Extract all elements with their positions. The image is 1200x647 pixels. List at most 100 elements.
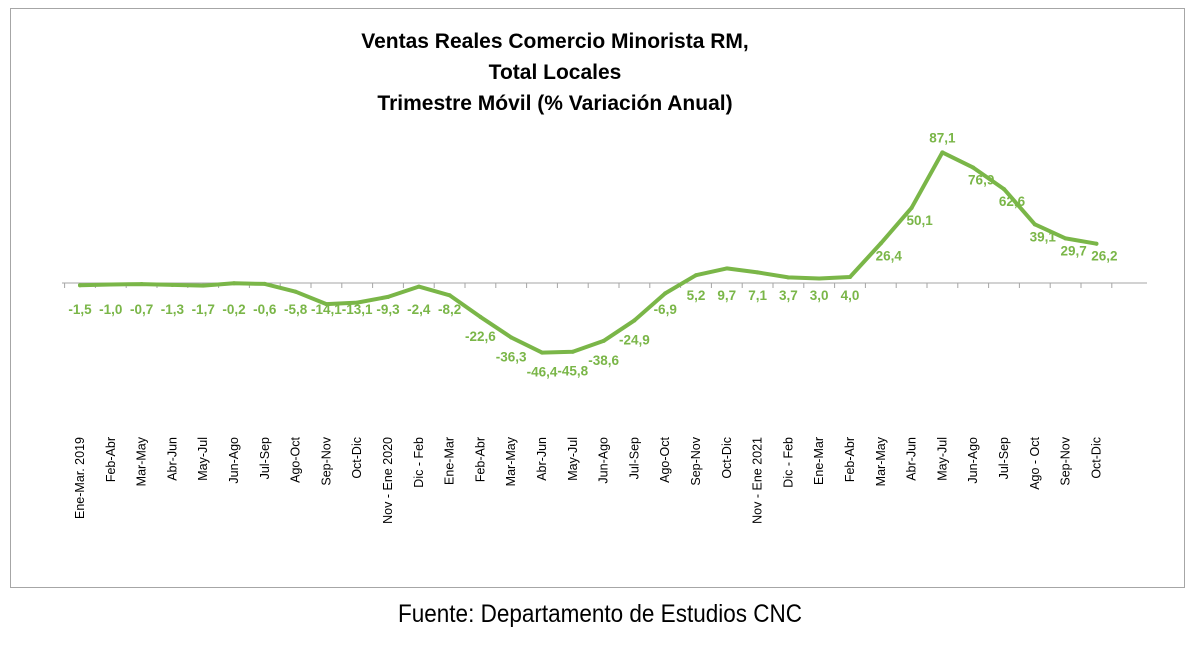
x-tick-label: Mar-May bbox=[504, 436, 518, 486]
data-point bbox=[601, 338, 606, 343]
data-point bbox=[355, 300, 360, 305]
data-point bbox=[386, 294, 390, 299]
data-label: 7,1 bbox=[748, 288, 767, 303]
data-point bbox=[909, 205, 914, 210]
data-label: -1,0 bbox=[99, 302, 122, 317]
data-point bbox=[663, 291, 668, 296]
data-point bbox=[570, 349, 575, 354]
series-polyline bbox=[78, 150, 1099, 355]
data-label: -2,4 bbox=[407, 302, 431, 317]
x-tick-labels: Ene-Mar. 2019 Feb-Abr Mar-May Abr-Jun May-Ju… bbox=[73, 436, 1103, 524]
x-tick-label: Jul-Sep bbox=[997, 437, 1011, 479]
x-tick-label: Oct-Dic bbox=[1089, 437, 1103, 479]
data-point bbox=[108, 282, 113, 287]
data-point bbox=[540, 350, 544, 355]
data-label: -36,3 bbox=[496, 349, 527, 364]
x-tick-label: Abr-Jun bbox=[165, 437, 179, 481]
data-label: 62,6 bbox=[999, 194, 1026, 209]
data-label: 5,2 bbox=[687, 288, 706, 303]
data-point bbox=[786, 275, 791, 280]
data-point bbox=[509, 335, 514, 340]
data-label: -9,3 bbox=[376, 302, 400, 317]
x-tick-label: Dic - Feb bbox=[781, 437, 795, 488]
data-point bbox=[755, 270, 760, 275]
chart-title-line-2: Total Locales bbox=[489, 61, 622, 84]
data-point bbox=[878, 241, 883, 246]
data-label: -22,6 bbox=[465, 329, 496, 344]
data-label: -0,6 bbox=[253, 302, 277, 317]
data-point bbox=[78, 283, 82, 288]
data-point bbox=[447, 293, 452, 298]
data-label: 87,1 bbox=[929, 130, 956, 145]
data-label: -14,1 bbox=[311, 302, 342, 317]
x-tick-label: May-Jul bbox=[935, 437, 949, 481]
data-label: -6,9 bbox=[654, 302, 677, 317]
data-label: -5,8 bbox=[284, 302, 308, 317]
x-tick-label: Feb-Abr bbox=[843, 437, 857, 482]
data-point bbox=[170, 282, 175, 287]
data-label: 39,1 bbox=[1030, 229, 1057, 244]
source-note: Fuente: Departamento de Estudios CNC bbox=[398, 600, 802, 628]
x-tick-label: Jun-Ago bbox=[966, 437, 980, 484]
data-label: 29,7 bbox=[1060, 243, 1086, 258]
data-point bbox=[817, 276, 822, 281]
data-point bbox=[201, 283, 206, 288]
chart-title: Ventas Reales Comercio Minorista RM, Tota… bbox=[361, 30, 748, 115]
data-label: -46,4 bbox=[527, 365, 558, 380]
data-point bbox=[1002, 187, 1006, 192]
data-point bbox=[1094, 241, 1099, 246]
series-line bbox=[78, 150, 1099, 355]
x-tick-label: Oct-Dic bbox=[350, 437, 364, 479]
chart-title-line-3: Trimestre Móvil (% Variación Anual) bbox=[377, 92, 732, 115]
data-label: 4,0 bbox=[841, 288, 860, 303]
x-tick-label: Jun-Ago bbox=[227, 437, 241, 484]
x-tick-label: Feb-Abr bbox=[104, 437, 118, 482]
x-tick-label: Jul-Sep bbox=[258, 437, 272, 479]
data-label: 26,4 bbox=[876, 248, 903, 263]
x-tick-label: Ago - Oct bbox=[1028, 436, 1042, 489]
data-label: 3,0 bbox=[810, 288, 829, 303]
x-tick-label: Ene-Mar bbox=[812, 437, 826, 485]
data-label: 26,2 bbox=[1091, 249, 1117, 264]
data-label: -8,2 bbox=[438, 302, 461, 317]
data-point bbox=[416, 284, 421, 289]
x-tick-label: Ago-Oct bbox=[658, 436, 672, 482]
x-tick-label: Abr-Jun bbox=[535, 437, 549, 481]
x-tick-label: Dic - Feb bbox=[412, 437, 426, 488]
data-point bbox=[262, 281, 267, 286]
data-label: -1,5 bbox=[68, 302, 92, 317]
x-tick-label: Ene-Mar bbox=[443, 437, 457, 485]
data-point bbox=[1032, 222, 1037, 227]
data-label: -38,6 bbox=[588, 353, 619, 368]
x-tick-label: Sep-Nov bbox=[319, 436, 333, 485]
x-tick-label: Ago-Oct bbox=[289, 436, 303, 482]
data-point bbox=[293, 289, 298, 294]
x-tick-label: Sep-Nov bbox=[689, 436, 703, 485]
x-tick-label: Oct-Dic bbox=[720, 437, 734, 479]
data-label: -45,8 bbox=[557, 364, 588, 379]
data-labels: -1,5 -1,0 -0,7 -1,3 -1,7 -0,2 -0,6 -5,8 -14,1 -13… bbox=[68, 130, 1117, 379]
x-tick-label: Ene-Mar. 2019 bbox=[73, 437, 87, 519]
data-point bbox=[724, 266, 729, 271]
data-label: 9,7 bbox=[717, 288, 736, 303]
x-tick-label: Mar-May bbox=[874, 436, 888, 486]
x-tick-label: Nov - Ene 2020 bbox=[381, 437, 395, 524]
x-tick-label: May-Jul bbox=[196, 437, 210, 481]
data-label: -0,7 bbox=[130, 302, 153, 317]
data-point bbox=[324, 302, 329, 307]
data-label: -0,2 bbox=[222, 302, 245, 317]
data-point bbox=[848, 275, 852, 279]
x-tick-label: Jul-Sep bbox=[627, 437, 641, 479]
data-label: 76,9 bbox=[968, 173, 994, 188]
x-tick-label: Sep-Nov bbox=[1059, 436, 1073, 485]
chart-frame bbox=[10, 8, 1185, 588]
data-point bbox=[1063, 236, 1068, 241]
x-tick-label: Abr-Jun bbox=[905, 437, 919, 481]
data-label: -1,7 bbox=[192, 302, 215, 317]
data-point bbox=[940, 150, 945, 155]
chart-title-line-1: Ventas Reales Comercio Minorista RM, bbox=[361, 30, 748, 53]
x-tick-label: Mar-May bbox=[135, 436, 149, 486]
data-label: 3,7 bbox=[779, 288, 798, 303]
data-label: -13,1 bbox=[342, 302, 373, 317]
data-point bbox=[632, 318, 637, 323]
